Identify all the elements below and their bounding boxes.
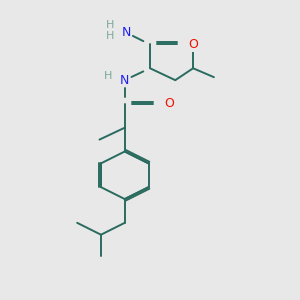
Text: O: O: [188, 38, 198, 51]
Text: O: O: [164, 98, 174, 110]
Text: N: N: [122, 26, 131, 39]
Text: N: N: [120, 74, 129, 87]
Text: H: H: [106, 31, 114, 40]
Text: H: H: [106, 20, 114, 30]
Text: H: H: [104, 71, 112, 81]
